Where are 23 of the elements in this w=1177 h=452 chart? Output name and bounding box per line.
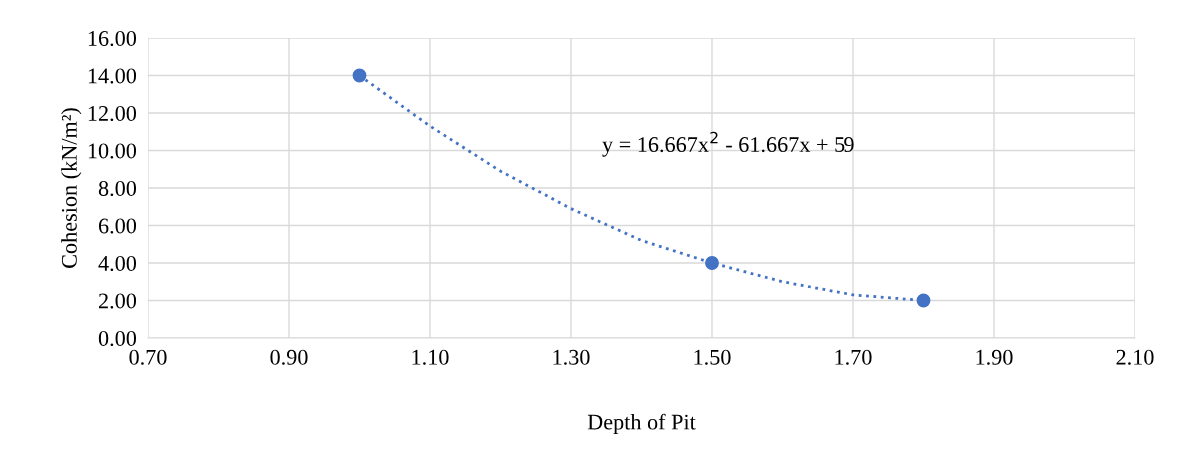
y-tick-label: 8.00 xyxy=(98,180,137,197)
point xyxy=(705,256,719,270)
x-tick-label: 1.30 xyxy=(553,349,590,365)
y-tick-label: 16.00 xyxy=(88,30,137,47)
y-tick-label: 4.00 xyxy=(98,255,137,272)
x-tick-label: 1.90 xyxy=(976,349,1013,365)
y-tick-label: 6.00 xyxy=(98,218,137,234)
y-tick-label: 2.00 xyxy=(98,293,137,309)
x-tick-label: 2.10 xyxy=(1116,349,1154,365)
x-axis-title: Depth of Pit xyxy=(587,413,696,435)
point xyxy=(352,68,367,83)
y-tick-label: 12.00 xyxy=(88,105,137,122)
point xyxy=(916,293,931,308)
x-tick-label: 0.70 xyxy=(129,349,167,365)
y-axis-title: Cohesion (kN/m²) xyxy=(61,108,82,268)
x-tick-label: 1.10 xyxy=(412,349,449,365)
x-tick-label: 1.50 xyxy=(694,349,731,365)
y-tick-label: 14.00 xyxy=(88,68,137,84)
y-tick-label: 0.00 xyxy=(98,330,137,347)
annotation: y = 16.667x$^{2}$ - 61.667x + 59 xyxy=(602,131,854,157)
x-tick-label: 1.70 xyxy=(835,349,872,365)
x-tick-label: 0.90 xyxy=(270,349,308,365)
y-tick-label: 10.00 xyxy=(88,143,137,159)
